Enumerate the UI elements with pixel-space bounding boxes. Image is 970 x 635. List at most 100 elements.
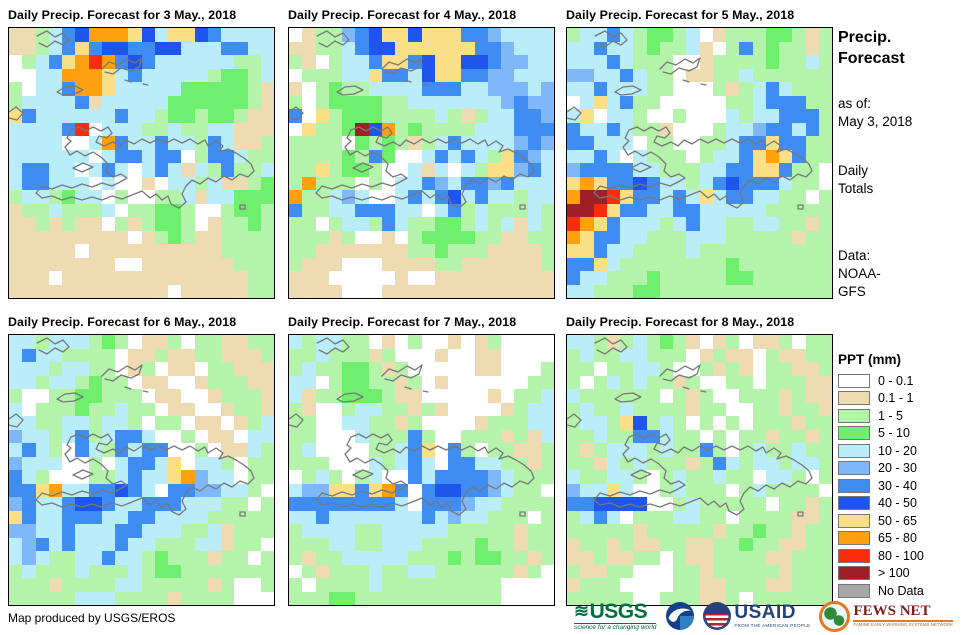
grid-cell	[421, 190, 435, 204]
grid-cell	[752, 591, 766, 605]
grid-cell	[289, 443, 303, 457]
grid-cell	[88, 217, 102, 231]
grid-cell	[659, 348, 673, 362]
grid-cell	[22, 564, 36, 578]
legend-entry: 1 - 5	[838, 407, 968, 425]
grid-cell	[168, 122, 182, 136]
grid-cell	[289, 497, 303, 511]
map-title-day5: Daily Precip. Forecast for 7 May., 2018	[288, 315, 517, 329]
grid-cell	[368, 551, 382, 565]
grid-cell	[726, 497, 740, 511]
grid-cell	[181, 136, 195, 150]
grid-cell	[673, 456, 687, 470]
grid-cell	[141, 416, 155, 430]
grid-cell	[501, 510, 515, 524]
grid-cell	[779, 497, 793, 511]
grid-cell	[527, 190, 541, 204]
grid-cell	[75, 524, 89, 538]
grid-cell	[328, 362, 342, 376]
grid-cell	[805, 348, 819, 362]
grid-cell	[75, 82, 89, 96]
grid-cell	[659, 163, 673, 177]
grid-cell	[434, 375, 448, 389]
grid-cell	[88, 443, 102, 457]
grid-cell	[289, 82, 303, 96]
grid-cell	[62, 348, 76, 362]
grid-cell	[62, 55, 76, 69]
grid-cell	[48, 591, 62, 605]
grid-cell	[395, 190, 409, 204]
grid-cell	[461, 176, 475, 190]
grid-cell	[659, 244, 673, 258]
grid-cell	[805, 497, 819, 511]
grid-cell	[712, 524, 726, 538]
grid-cell	[408, 429, 422, 443]
grid-cell	[620, 95, 634, 109]
grid-cell	[434, 284, 448, 298]
grid-cell	[421, 28, 435, 42]
grid-cell	[699, 578, 713, 592]
grid-cell	[408, 41, 422, 55]
grid-cell	[289, 149, 303, 163]
grid-cell	[395, 68, 409, 82]
grid-cell	[22, 551, 36, 565]
grid-cell	[527, 244, 541, 258]
grid-cell	[686, 362, 700, 376]
grid-cell	[580, 402, 594, 416]
grid-cell	[474, 244, 488, 258]
grid-cell	[567, 443, 581, 457]
grid-cell	[593, 284, 607, 298]
grid-cell	[101, 95, 115, 109]
grid-cell	[726, 551, 740, 565]
grid-cell	[408, 375, 422, 389]
grid-cell	[514, 564, 528, 578]
grid-cell	[792, 55, 806, 69]
grid-cell	[315, 55, 329, 69]
grid-cell	[527, 203, 541, 217]
grid-cell	[779, 537, 793, 551]
grid-cell	[818, 537, 832, 551]
grid-cell	[606, 122, 620, 136]
grid-cell	[712, 271, 726, 285]
grid-cell	[408, 271, 422, 285]
grid-cell	[48, 230, 62, 244]
grid-cell	[434, 230, 448, 244]
grid-cell	[501, 375, 515, 389]
grid-cell	[421, 416, 435, 430]
grid-cell	[75, 203, 89, 217]
grid-cell	[580, 416, 594, 430]
grid-cell	[48, 284, 62, 298]
grid-cell	[221, 95, 235, 109]
grid-cell	[421, 551, 435, 565]
grid-cell	[408, 510, 422, 524]
grid-cell	[527, 176, 541, 190]
grid-cell	[540, 149, 554, 163]
grid-cell	[461, 564, 475, 578]
legend-entry: 40 - 50	[838, 495, 968, 513]
grid-cell	[540, 335, 554, 349]
grid-cell	[141, 348, 155, 362]
grid-cell	[779, 271, 793, 285]
as-of-label: as of:	[838, 96, 872, 111]
grid-cell	[115, 230, 129, 244]
grid-cell	[62, 375, 76, 389]
grid-cell	[606, 416, 620, 430]
grid-cell	[128, 95, 142, 109]
grid-cell	[792, 443, 806, 457]
grid-cell	[355, 510, 369, 524]
grid-cell	[474, 68, 488, 82]
grid-cell	[501, 416, 515, 430]
grid-cell	[355, 55, 369, 69]
grid-cell	[181, 82, 195, 96]
grid-cell	[408, 149, 422, 163]
grid-cell	[128, 443, 142, 457]
grid-cell	[48, 578, 62, 592]
grid-cell	[22, 335, 36, 349]
grid-cell	[620, 524, 634, 538]
grid-cell	[805, 537, 819, 551]
grid-cell	[168, 429, 182, 443]
grid-cell	[35, 335, 49, 349]
legend-entry: 0 - 0.1	[838, 372, 968, 390]
grid-cell	[194, 28, 208, 42]
grid-cell	[739, 122, 753, 136]
